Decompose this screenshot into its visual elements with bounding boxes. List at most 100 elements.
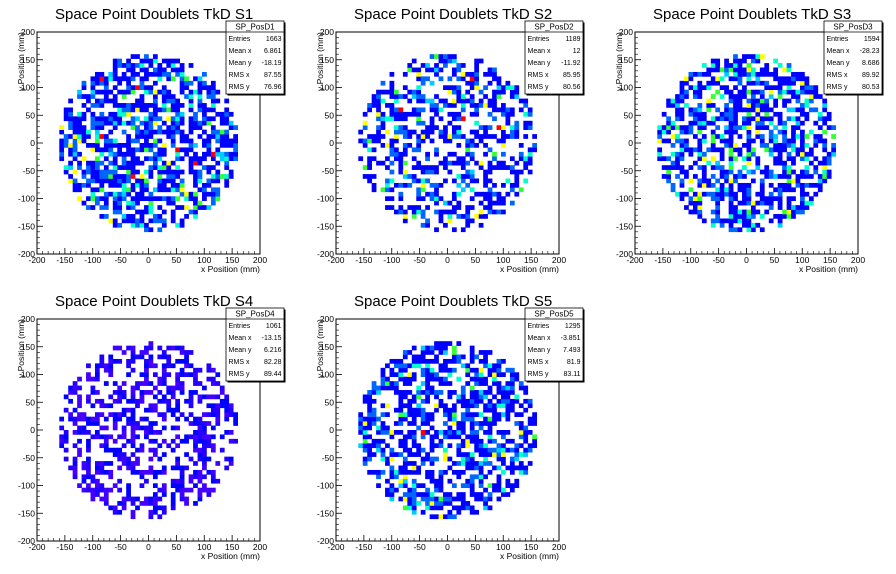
x-tick-label: 150 — [225, 255, 239, 265]
heatmap-cell — [210, 474, 216, 480]
heatmap-cell — [233, 125, 238, 130]
stats-row-value: 83.11 — [564, 371, 581, 378]
heatmap-cell — [425, 367, 430, 373]
heatmap-cell — [179, 111, 185, 117]
heatmap-cell — [130, 169, 136, 175]
heatmap-cell — [804, 85, 810, 91]
heatmap-cell — [715, 209, 721, 215]
heatmap-cell — [161, 452, 167, 457]
heatmap-cell — [782, 214, 787, 219]
stats-row-value: 6.216 — [264, 347, 282, 354]
heatmap-cell — [139, 182, 145, 188]
heatmap-cell — [523, 430, 529, 435]
heatmap-cell — [527, 443, 533, 449]
heatmap-cell — [666, 129, 671, 135]
heatmap-cell — [527, 169, 533, 175]
x-tick-label: -100 — [383, 542, 400, 552]
heatmap-cell — [670, 165, 676, 170]
heatmap-cell — [224, 407, 230, 413]
heatmap-cell — [126, 89, 131, 95]
heatmap-cell — [148, 447, 154, 453]
heatmap-cell — [750, 209, 756, 215]
y-tick-label: 50 — [325, 110, 335, 120]
heatmap-cell — [469, 452, 475, 457]
heatmap-cell — [786, 174, 792, 179]
heatmap-cell — [81, 85, 87, 91]
heatmap-cell — [451, 421, 457, 426]
heatmap-cell — [135, 421, 140, 426]
heatmap-cell — [219, 129, 225, 135]
heatmap-cell — [108, 151, 114, 157]
heatmap-cell — [130, 103, 136, 108]
heatmap-cell — [179, 116, 185, 122]
heatmap-cell — [501, 372, 506, 378]
heatmap-cell — [393, 182, 399, 188]
heatmap-cell — [77, 160, 82, 166]
heatmap-cell — [157, 514, 163, 520]
heatmap-cell — [72, 116, 78, 122]
heatmap-cell — [460, 107, 466, 113]
heatmap-cell — [389, 85, 395, 91]
heatmap-cell — [166, 76, 172, 82]
heatmap-cell — [670, 125, 676, 130]
heatmap-cell — [202, 452, 207, 457]
heatmap-cell — [103, 85, 109, 91]
stats-row-label: Mean x — [229, 48, 252, 55]
heatmap-cell — [407, 350, 413, 355]
heatmap-cell — [492, 134, 497, 139]
heatmap-cell — [492, 438, 497, 444]
heatmap-cell — [768, 147, 774, 153]
heatmap-cell — [791, 187, 796, 193]
heatmap-cell — [224, 129, 230, 135]
heatmap-cell — [451, 358, 457, 364]
heatmap-cell — [385, 178, 390, 184]
heatmap-cell — [456, 505, 462, 511]
heatmap-cell — [518, 151, 524, 157]
heatmap-cell — [527, 160, 533, 166]
heatmap-cell — [219, 120, 225, 126]
heatmap-cell — [184, 196, 189, 202]
heatmap-cell — [469, 143, 475, 148]
heatmap-cell — [179, 182, 185, 188]
heatmap-cell — [487, 209, 493, 215]
heatmap-cell — [750, 227, 756, 233]
heatmap-cell — [63, 447, 69, 453]
heatmap-cell — [166, 345, 172, 351]
heatmap-cell — [188, 94, 194, 99]
heatmap-cell — [193, 434, 198, 440]
heatmap-cell — [465, 443, 471, 449]
heatmap-cell — [831, 151, 836, 157]
heatmap-cell — [496, 416, 502, 422]
heatmap-cell — [509, 169, 515, 175]
heatmap-cell — [126, 465, 131, 471]
heatmap-cell — [144, 125, 149, 130]
heatmap-cell — [822, 138, 828, 144]
heatmap-cell — [509, 461, 515, 466]
heatmap-cell — [161, 505, 167, 511]
heatmap-cell — [456, 116, 462, 122]
heatmap-cell — [483, 354, 488, 360]
heatmap-cell — [103, 381, 109, 386]
heatmap-cell — [411, 89, 417, 95]
heatmap-cell — [148, 120, 154, 126]
heatmap-cell — [139, 416, 145, 422]
heatmap-cell — [465, 151, 471, 157]
heatmap-cell — [81, 416, 87, 422]
heatmap-cell — [518, 385, 524, 391]
heatmap-cell — [77, 447, 82, 453]
heatmap-cell — [447, 434, 453, 440]
heatmap-cell — [193, 483, 198, 489]
heatmap-cell — [86, 465, 91, 471]
heatmap-cell — [121, 505, 127, 511]
heatmap-cell — [800, 151, 805, 157]
heatmap-cell — [447, 111, 453, 117]
heatmap-cell — [523, 469, 529, 475]
heatmap-cell — [487, 134, 493, 139]
heatmap-cell — [759, 116, 765, 122]
heatmap-cell — [193, 76, 198, 82]
heatmap-cell — [202, 107, 207, 113]
heatmap-cell — [197, 169, 203, 175]
heatmap-cell — [117, 89, 123, 95]
heatmap-cell — [451, 196, 457, 202]
heatmap-cell — [701, 116, 707, 122]
